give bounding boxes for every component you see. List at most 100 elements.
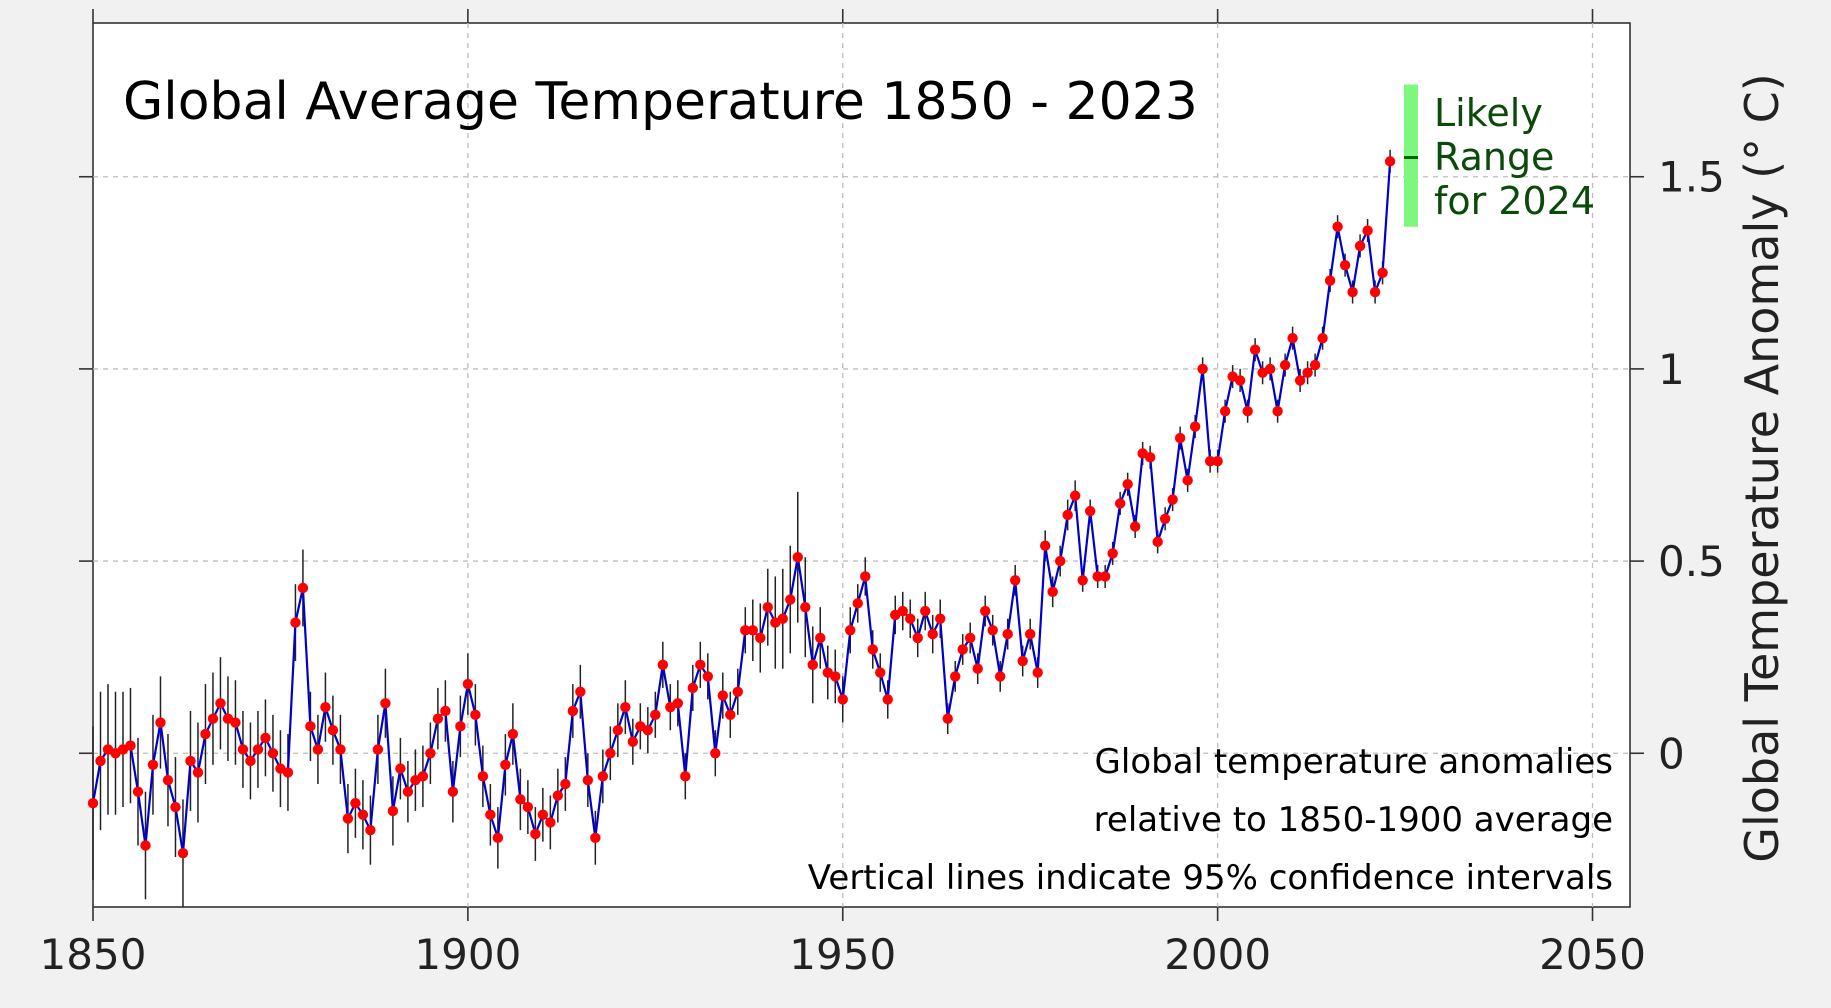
annotation-line-2: relative to 1850-1900 average xyxy=(1094,800,1613,840)
data-point xyxy=(575,686,586,697)
x-tick-label: 1900 xyxy=(414,930,521,979)
data-point xyxy=(350,798,361,809)
data-point xyxy=(1024,628,1036,640)
data-point xyxy=(192,767,204,778)
data-point xyxy=(957,644,968,655)
data-point xyxy=(605,748,616,759)
data-point xyxy=(875,667,886,678)
likely-range-bar xyxy=(1404,84,1418,227)
data-point xyxy=(612,725,624,736)
data-point xyxy=(470,709,481,721)
data-point xyxy=(1309,359,1321,371)
data-point xyxy=(1332,221,1343,232)
data-point xyxy=(1084,505,1096,517)
data-point xyxy=(987,625,998,636)
data-point xyxy=(1189,421,1201,432)
data-point xyxy=(852,598,863,609)
data-point xyxy=(320,701,331,713)
data-point xyxy=(207,713,219,724)
data-point xyxy=(1032,667,1043,678)
chart-title: Global Average Temperature 1850 - 2023 xyxy=(123,72,1198,132)
data-point xyxy=(1272,405,1283,417)
data-point xyxy=(792,552,803,563)
data-point xyxy=(477,771,489,782)
data-point xyxy=(177,847,189,859)
data-point xyxy=(485,809,496,820)
data-point xyxy=(702,671,713,682)
data-point xyxy=(860,571,871,582)
data-point xyxy=(1294,375,1306,386)
data-point xyxy=(1010,575,1021,586)
data-point xyxy=(1039,540,1051,551)
annotation-line-1: Global temperature anomalies xyxy=(1095,742,1613,782)
data-point xyxy=(627,736,639,747)
data-point xyxy=(725,709,736,721)
data-point xyxy=(500,759,511,770)
data-point xyxy=(620,701,631,713)
data-point xyxy=(912,632,923,644)
y-tick-labels: 0 0.5 1 1.5 xyxy=(1658,153,1725,779)
data-point xyxy=(597,771,609,782)
x-tick-labels: 1850 1900 1950 2000 2050 xyxy=(40,930,1646,979)
data-point xyxy=(1212,455,1223,467)
data-point xyxy=(935,613,946,624)
y-tick-label: 0.5 xyxy=(1658,537,1725,586)
data-point xyxy=(642,725,654,736)
data-point xyxy=(215,698,226,709)
data-point xyxy=(1182,475,1193,486)
data-point xyxy=(432,713,444,724)
data-point xyxy=(950,671,961,682)
data-point xyxy=(260,732,271,744)
data-point xyxy=(1114,498,1126,509)
data-point xyxy=(185,755,196,767)
data-point xyxy=(1234,375,1246,386)
data-point xyxy=(552,790,564,801)
data-point xyxy=(537,809,549,820)
data-point xyxy=(1249,344,1261,355)
data-point xyxy=(995,671,1006,682)
data-point xyxy=(1077,575,1088,586)
data-point xyxy=(807,659,818,671)
data-point xyxy=(155,717,166,728)
data-point xyxy=(1339,259,1351,271)
data-point xyxy=(267,748,279,759)
data-point xyxy=(590,832,601,844)
data-point xyxy=(440,705,451,717)
data-point xyxy=(740,625,751,636)
data-point xyxy=(342,813,354,824)
plot-frame xyxy=(92,22,1631,908)
data-point xyxy=(492,832,504,844)
data-point xyxy=(297,582,309,594)
data-point xyxy=(942,713,953,724)
x-tick-label: 2050 xyxy=(1539,930,1646,979)
data-point xyxy=(290,617,301,628)
data-point xyxy=(230,717,241,728)
data-point xyxy=(147,759,159,770)
data-point xyxy=(920,605,931,617)
data-point xyxy=(380,698,391,709)
data-point xyxy=(800,602,811,613)
data-point xyxy=(1122,479,1133,490)
data-point xyxy=(1099,571,1111,582)
data-point xyxy=(1197,363,1208,375)
y-tick-label: 0 xyxy=(1658,729,1685,778)
data-point xyxy=(200,728,211,740)
data-point xyxy=(1167,494,1178,505)
data-point xyxy=(1152,536,1163,548)
data-point xyxy=(680,771,691,782)
data-point xyxy=(1242,405,1253,417)
axis-ticks xyxy=(79,9,1644,921)
data-point xyxy=(132,786,144,797)
data-point xyxy=(1017,655,1028,667)
likely-range-line-3: for 2024 xyxy=(1434,179,1595,223)
data-point xyxy=(755,632,766,644)
data-point xyxy=(747,625,758,636)
data-point xyxy=(282,767,294,778)
data-point xyxy=(972,663,983,674)
data-point xyxy=(1069,490,1081,501)
data-point xyxy=(845,625,856,636)
data-point xyxy=(1204,455,1216,467)
data-point xyxy=(650,709,661,721)
temperature-markers xyxy=(87,156,1396,859)
data-point xyxy=(335,744,346,755)
